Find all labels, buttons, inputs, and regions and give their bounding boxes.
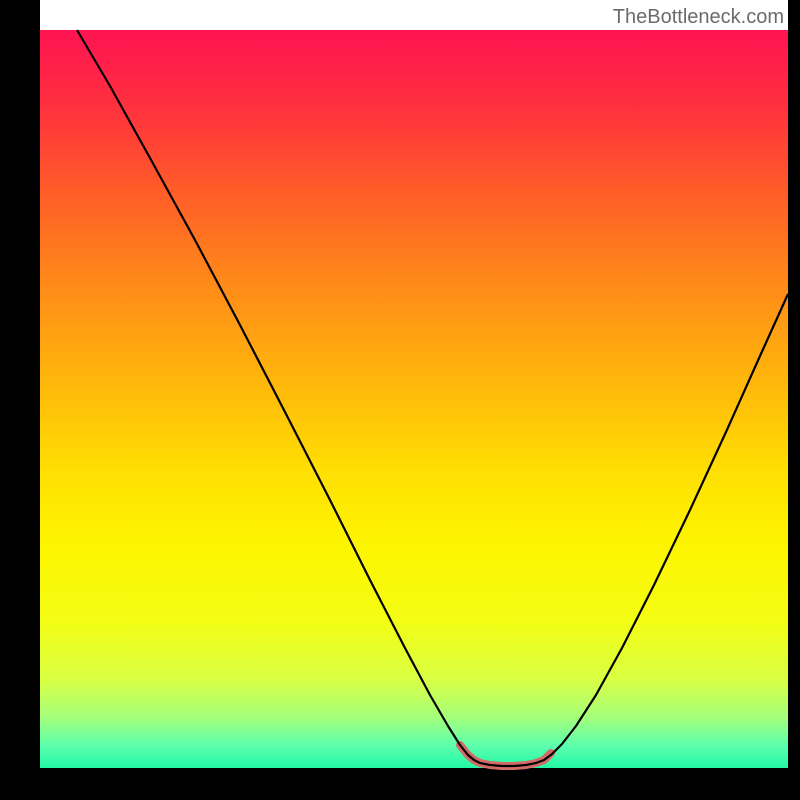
- frame-bottom: [0, 768, 800, 800]
- frame-left: [0, 0, 40, 800]
- bottleneck-chart: [0, 0, 800, 800]
- frame-right: [788, 0, 800, 800]
- chart-container: TheBottleneck.com: [0, 0, 800, 800]
- watermark-text: TheBottleneck.com: [613, 6, 784, 29]
- plot-background: [40, 30, 788, 768]
